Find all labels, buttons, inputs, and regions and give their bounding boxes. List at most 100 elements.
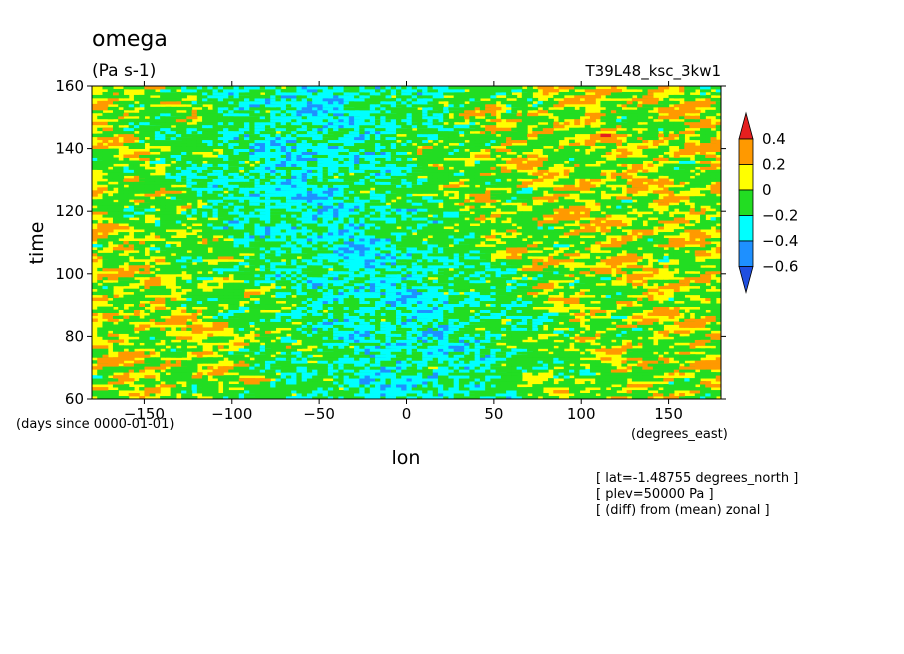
heatmap-cell bbox=[626, 285, 633, 290]
heatmap-cell bbox=[160, 354, 166, 358]
heatmap-cell bbox=[411, 318, 418, 322]
heatmap-cell bbox=[464, 369, 470, 373]
heatmap-cell bbox=[658, 238, 675, 242]
heatmap-cell bbox=[474, 267, 481, 272]
heatmap-cell bbox=[202, 220, 214, 224]
heatmap-cell bbox=[207, 360, 214, 364]
heatmap-cell bbox=[673, 330, 680, 334]
heatmap-cell bbox=[306, 333, 313, 337]
heatmap-cell bbox=[249, 291, 256, 296]
heatmap-cell bbox=[448, 291, 460, 296]
heatmap-cell bbox=[647, 396, 654, 399]
heatmap-cell bbox=[280, 333, 287, 337]
heatmap-cell bbox=[291, 396, 298, 399]
heatmap-cell bbox=[154, 291, 161, 296]
heatmap-cell bbox=[427, 261, 434, 266]
heatmap-cell bbox=[616, 372, 623, 376]
heatmap-cell bbox=[107, 294, 114, 299]
heatmap-cell bbox=[469, 229, 476, 233]
heatmap-cell bbox=[610, 330, 617, 334]
heatmap-cell bbox=[312, 279, 318, 284]
heatmap-cell bbox=[118, 276, 135, 281]
heatmap-cell bbox=[160, 384, 177, 388]
heatmap-cell bbox=[254, 241, 261, 245]
heatmap-cell bbox=[275, 339, 282, 343]
heatmap-cell bbox=[354, 357, 360, 361]
heatmap-cell bbox=[181, 369, 198, 373]
heatmap-cell bbox=[610, 249, 622, 254]
heatmap-cell bbox=[401, 297, 408, 302]
heatmap-cell bbox=[715, 261, 721, 266]
heatmap-cell bbox=[626, 348, 638, 352]
heatmap-cell bbox=[668, 267, 675, 272]
heatmap-cell bbox=[375, 333, 381, 337]
heatmap-cell bbox=[228, 354, 235, 358]
heatmap-cell bbox=[228, 324, 235, 328]
heatmap-cell bbox=[133, 309, 140, 313]
heatmap-cell bbox=[715, 229, 721, 233]
heatmap-cell bbox=[254, 336, 271, 340]
heatmap-cell bbox=[296, 285, 303, 290]
heatmap-cell bbox=[223, 252, 240, 257]
heatmap-cell bbox=[343, 327, 350, 331]
heatmap-cell bbox=[427, 306, 434, 310]
heatmap-cell bbox=[233, 243, 240, 248]
heatmap-cell bbox=[133, 312, 140, 316]
heatmap-cell bbox=[322, 267, 329, 272]
heatmap-cell bbox=[553, 246, 560, 251]
heatmap-cell bbox=[390, 217, 397, 221]
heatmap-cell bbox=[437, 309, 444, 313]
heatmap-cell bbox=[102, 375, 109, 379]
heatmap-cell bbox=[280, 223, 287, 227]
heatmap-cell bbox=[490, 339, 507, 343]
heatmap-cell bbox=[144, 282, 151, 287]
heatmap-cell bbox=[149, 246, 166, 251]
heatmap-cell bbox=[207, 232, 214, 236]
heatmap-cell bbox=[144, 387, 151, 391]
heatmap-cell bbox=[107, 229, 114, 233]
heatmap-cell bbox=[223, 291, 240, 296]
heatmap-cell bbox=[485, 220, 491, 224]
heatmap-cell bbox=[663, 309, 670, 313]
heatmap-cell bbox=[354, 303, 360, 307]
heatmap-cell bbox=[658, 360, 664, 364]
heatmap-cell bbox=[658, 390, 670, 394]
heatmap-cell bbox=[537, 220, 544, 224]
heatmap-cell bbox=[500, 276, 507, 281]
heatmap-cell bbox=[301, 378, 308, 382]
heatmap-cell bbox=[359, 378, 366, 382]
heatmap-cell bbox=[689, 366, 706, 370]
heatmap-cell bbox=[443, 333, 450, 337]
heatmap-cell bbox=[647, 241, 664, 245]
heatmap-cell bbox=[469, 261, 476, 266]
heatmap-cell bbox=[448, 282, 455, 287]
heatmap-cell bbox=[102, 243, 109, 248]
heatmap-cell bbox=[149, 276, 161, 281]
heatmap-cell bbox=[516, 360, 533, 364]
heatmap-cell bbox=[217, 345, 224, 349]
heatmap-cell bbox=[443, 252, 460, 257]
heatmap-cell bbox=[128, 393, 140, 397]
heatmap-cell bbox=[600, 366, 617, 370]
heatmap-cell bbox=[181, 264, 187, 269]
heatmap-cell bbox=[264, 339, 271, 343]
heatmap-cell bbox=[296, 276, 303, 281]
heatmap-cell bbox=[359, 324, 366, 328]
heatmap-cell bbox=[264, 300, 277, 305]
heatmap-cell bbox=[605, 342, 622, 346]
heatmap-cell bbox=[264, 354, 271, 358]
heatmap-cell bbox=[385, 217, 392, 221]
heatmap-cell bbox=[500, 348, 507, 352]
heatmap-cell bbox=[673, 288, 680, 293]
heatmap-cell bbox=[181, 249, 187, 254]
heatmap-cell bbox=[244, 393, 261, 397]
heatmap-cell bbox=[285, 255, 292, 260]
heatmap-cell bbox=[647, 223, 664, 227]
heatmap-cell bbox=[275, 294, 287, 299]
heatmap-cell bbox=[490, 223, 502, 227]
heatmap-cell bbox=[207, 336, 224, 340]
heatmap-cell bbox=[563, 357, 581, 361]
heatmap-cell bbox=[411, 217, 418, 221]
heatmap-cell bbox=[390, 285, 397, 290]
chart-title: omega bbox=[92, 27, 168, 52]
